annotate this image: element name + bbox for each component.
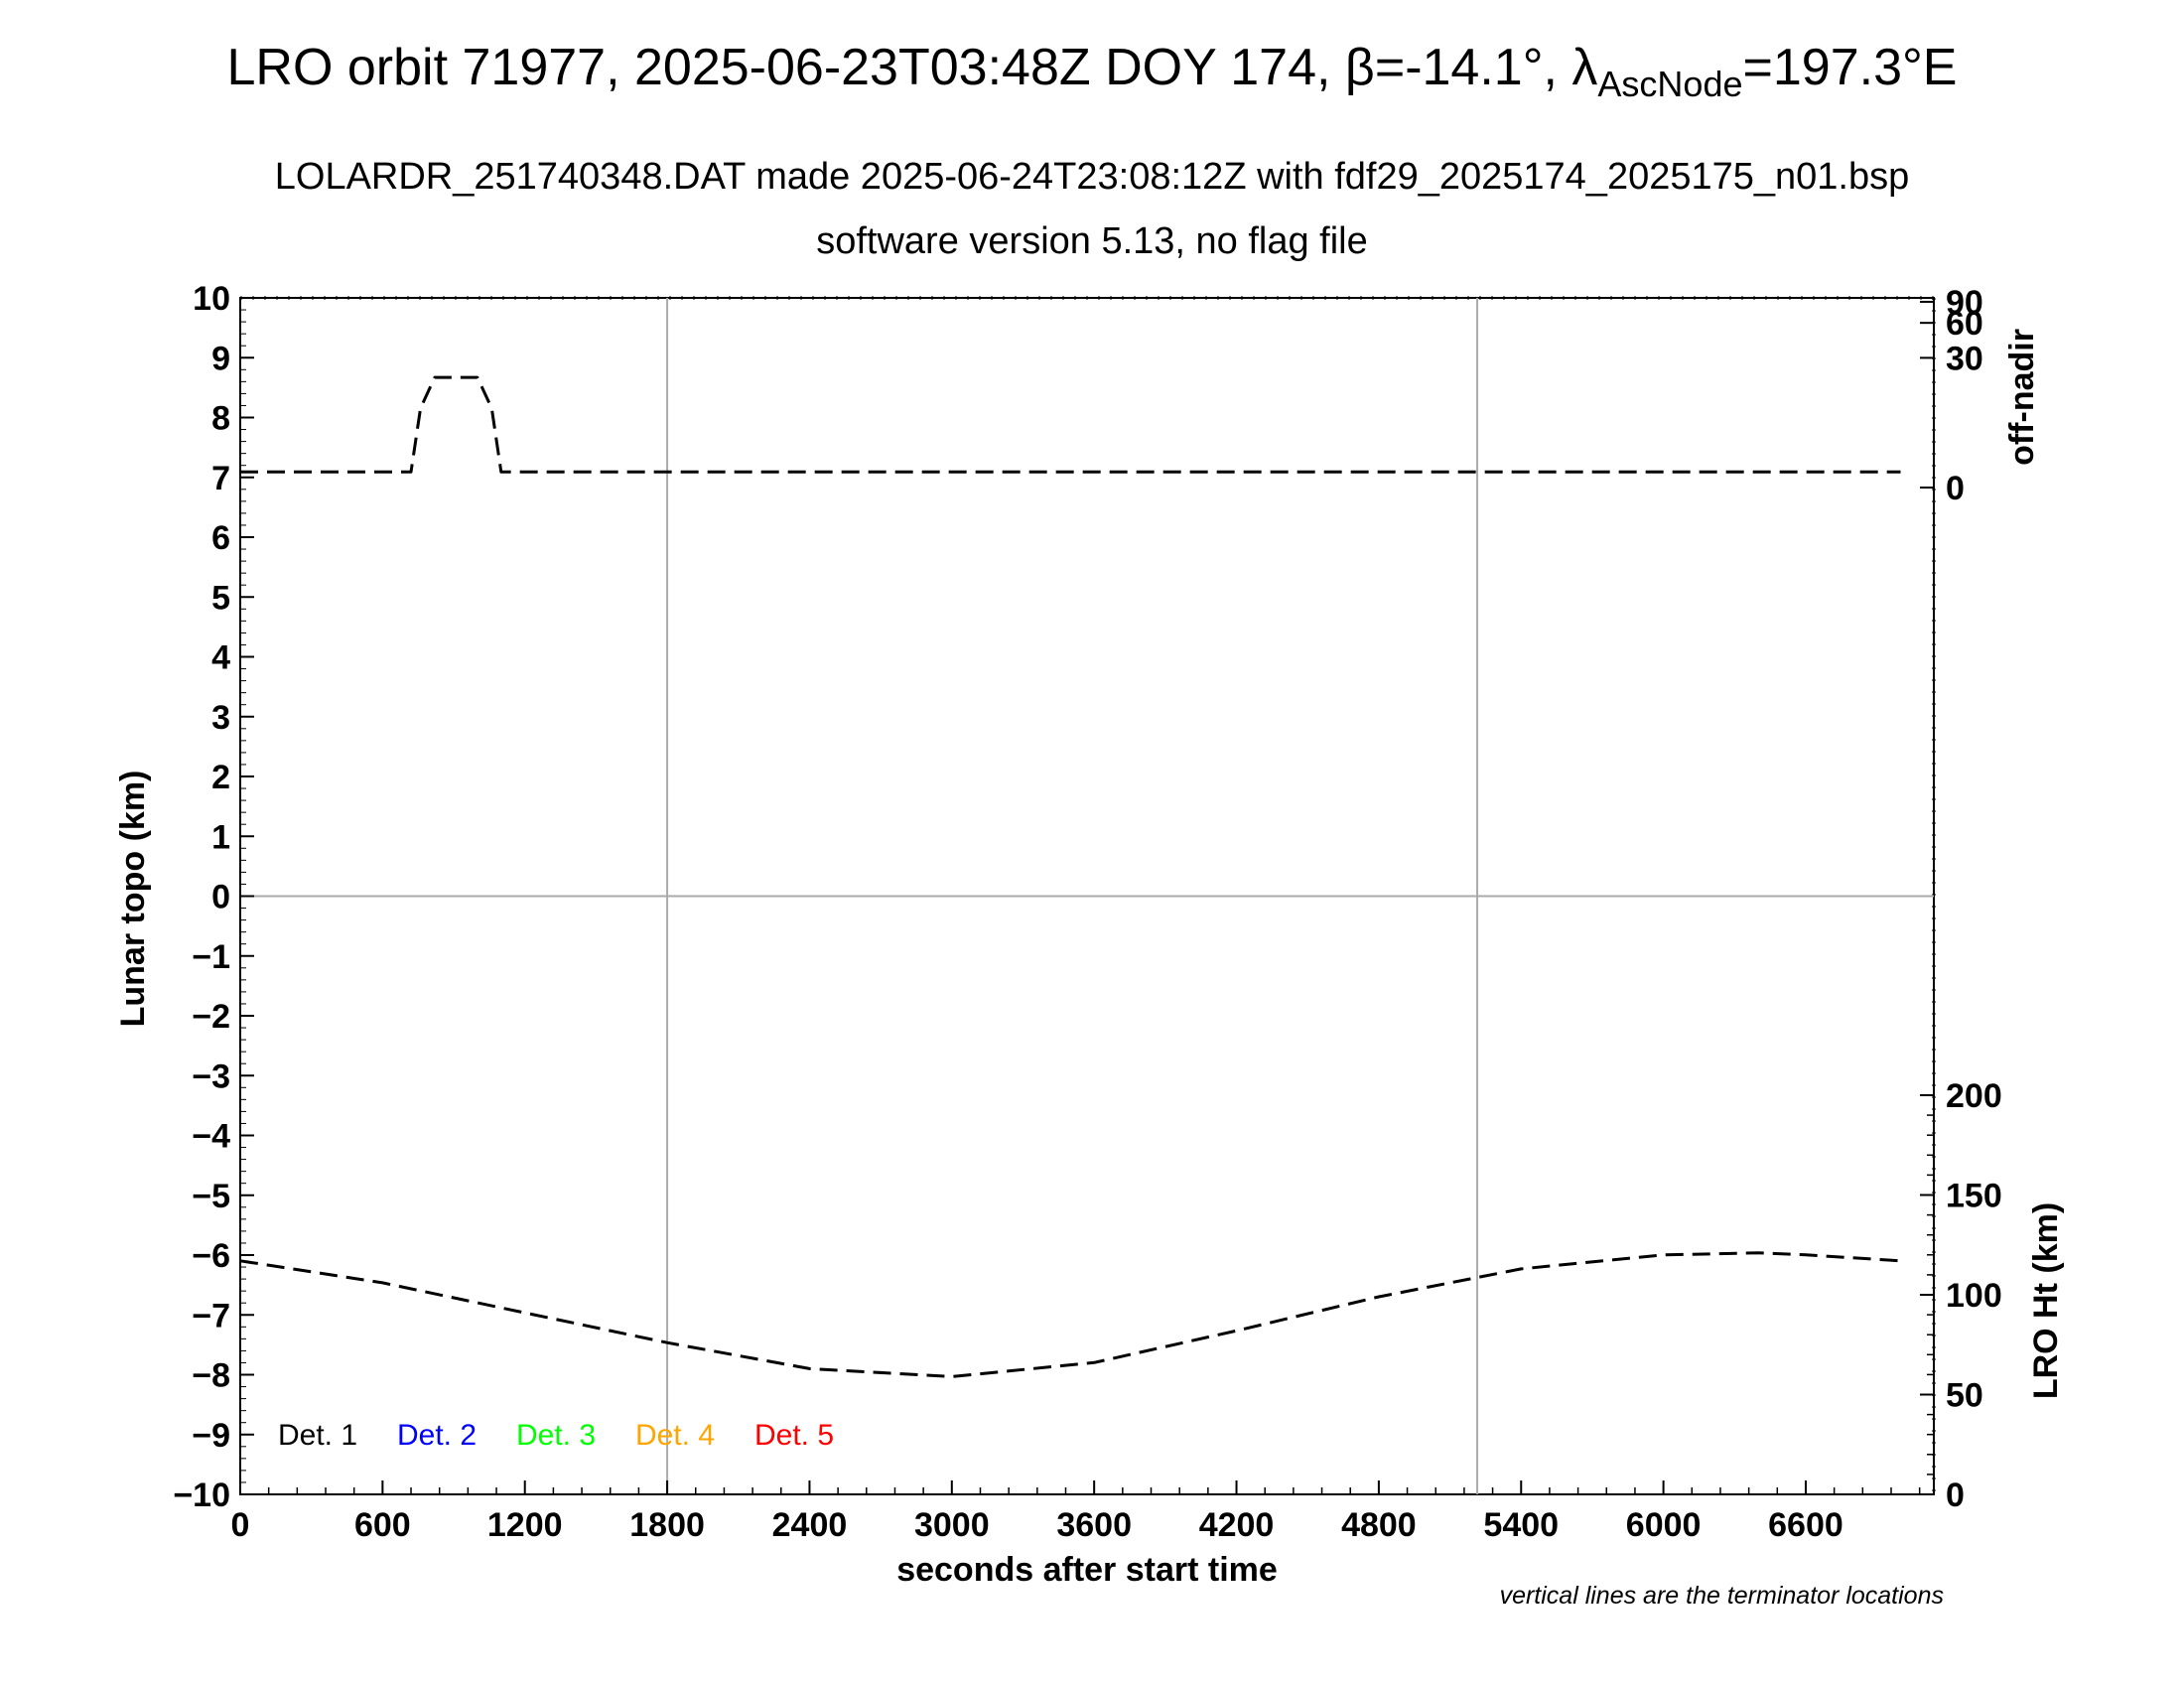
tick-layer: 0 600 1200 1800 2400 3000 3600 4200 4800 5400 6000… — [173, 280, 2001, 1544]
y-tick-label: 9 — [211, 340, 230, 377]
legend-det-2: Det. 2 — [397, 1419, 477, 1452]
y-tick-label: −5 — [192, 1178, 230, 1215]
legend: Det. 1 Det. 2 Det. 3 Det. 4 Det. 5 — [278, 1419, 834, 1452]
y-tick-label: 2 — [211, 759, 230, 796]
y-tick-label: −3 — [192, 1057, 230, 1095]
x-tick-label: 3600 — [1056, 1506, 1132, 1544]
y-tick-label: 8 — [211, 400, 230, 438]
y-tick-label: −4 — [192, 1118, 230, 1156]
lro-ht-tick-label: 150 — [1946, 1178, 2002, 1215]
off-nadir-series-line — [240, 375, 1901, 474]
x-tick-label: 1200 — [487, 1506, 563, 1544]
off-nadir-tick-label: 30 — [1946, 340, 1983, 377]
off-nadir-tick-label: 0 — [1946, 470, 1965, 507]
off-nadir-axis-label: off-nadir — [2003, 329, 2041, 466]
legend-det-5: Det. 5 — [754, 1419, 834, 1452]
y-tick-label: 4 — [211, 639, 230, 677]
lro-ht-tick-label: 0 — [1946, 1477, 1965, 1514]
lro-ht-tick-label: 100 — [1946, 1277, 2002, 1315]
x-axis-label: seconds after start time — [896, 1551, 1278, 1589]
x-tick-label: 1800 — [629, 1506, 705, 1544]
terminator-note: vertical lines are the terminator locati… — [1500, 1582, 1944, 1610]
y-tick-label: 10 — [193, 280, 230, 318]
legend-det-3: Det. 3 — [516, 1419, 596, 1452]
reference-lines — [240, 298, 1934, 1494]
y-tick-label: 0 — [211, 879, 230, 916]
y-tick-label: −9 — [192, 1417, 230, 1455]
y-tick-label: −8 — [192, 1357, 230, 1395]
x-tick-label: 600 — [354, 1506, 411, 1544]
off-nadir-tick-label: 90 — [1946, 284, 1983, 322]
y-tick-label: 1 — [211, 818, 230, 856]
x-tick-label: 4800 — [1341, 1506, 1417, 1544]
x-tick-label: 6000 — [1626, 1506, 1702, 1544]
y-tick-label: 3 — [211, 699, 230, 737]
y-tick-label: 7 — [211, 460, 230, 497]
x-tick-label: 5400 — [1483, 1506, 1559, 1544]
y-tick-label: 6 — [211, 519, 230, 557]
lro-ht-tick-label: 200 — [1946, 1077, 2002, 1115]
lro-ht-tick-label: 50 — [1946, 1377, 1983, 1415]
chart-subtitle-1: LOLARDR_251740348.DAT made 2025-06-24T23… — [275, 156, 1910, 198]
y-tick-label: 5 — [211, 579, 230, 617]
x-tick-label: 3000 — [914, 1506, 990, 1544]
y-tick-label: −6 — [192, 1237, 230, 1275]
chart-title: LRO orbit 71977, 2025-06-23T03:48Z DOY 1… — [227, 39, 1958, 104]
x-tick-label: 2400 — [772, 1506, 848, 1544]
y-tick-label: −7 — [192, 1297, 230, 1335]
series-layer — [239, 375, 1901, 1378]
chart-subtitle-2: software version 5.13, no flag file — [816, 220, 1368, 262]
x-tick-label: 0 — [231, 1506, 250, 1544]
legend-det-1: Det. 1 — [278, 1419, 357, 1452]
x-tick-label: 6600 — [1768, 1506, 1843, 1544]
x-tick-label: 4200 — [1199, 1506, 1275, 1544]
y-axis-label: Lunar topo (km) — [114, 771, 152, 1028]
lro-ht-axis-label: LRO Ht (km) — [2027, 1202, 2065, 1399]
y-tick-label: −10 — [173, 1477, 230, 1514]
legend-det-4: Det. 4 — [635, 1419, 715, 1452]
y-tick-label: −2 — [192, 998, 230, 1036]
off-nadir-tick-label: 60 — [1946, 305, 1983, 343]
lro-height-series-line — [239, 1251, 1901, 1378]
y-tick-label: −1 — [192, 938, 230, 976]
